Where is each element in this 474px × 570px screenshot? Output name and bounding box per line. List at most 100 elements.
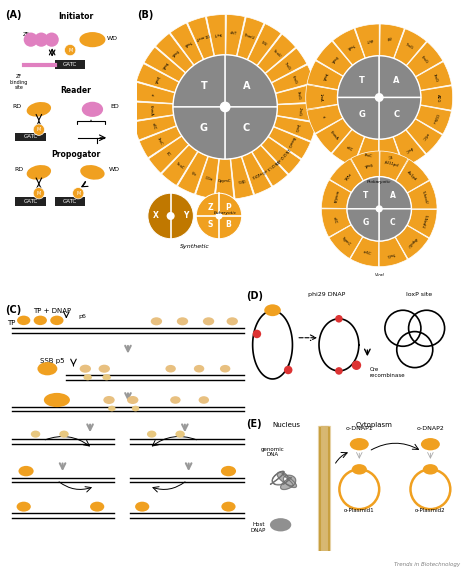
Ellipse shape bbox=[127, 396, 138, 404]
Text: e3C: e3C bbox=[331, 217, 337, 225]
Text: T: T bbox=[363, 191, 369, 200]
Wedge shape bbox=[231, 157, 254, 199]
Ellipse shape bbox=[17, 502, 31, 512]
Ellipse shape bbox=[221, 466, 236, 477]
Text: 5hmU: 5hmU bbox=[244, 33, 255, 40]
Wedge shape bbox=[196, 156, 219, 199]
Text: ADG: ADG bbox=[437, 93, 440, 102]
Ellipse shape bbox=[27, 102, 51, 117]
Ellipse shape bbox=[80, 365, 91, 373]
Wedge shape bbox=[307, 105, 343, 133]
Text: o-Plasmid2: o-Plasmid2 bbox=[415, 508, 446, 513]
Text: Y: Y bbox=[183, 210, 189, 219]
Text: 4mC: 4mC bbox=[404, 145, 413, 153]
Text: (D): (D) bbox=[246, 291, 264, 302]
Text: 6mG: 6mG bbox=[291, 75, 298, 85]
Ellipse shape bbox=[221, 502, 236, 512]
Text: 2mG: 2mG bbox=[297, 107, 301, 116]
FancyBboxPatch shape bbox=[15, 197, 46, 206]
Text: Trends in Biotechnology: Trends in Biotechnology bbox=[393, 562, 460, 567]
Wedge shape bbox=[306, 85, 338, 109]
Ellipse shape bbox=[17, 316, 30, 325]
Text: 5-heoU: 5-heoU bbox=[420, 190, 428, 204]
Text: 5-NedU: 5-NedU bbox=[420, 214, 428, 229]
Wedge shape bbox=[395, 225, 429, 259]
Wedge shape bbox=[351, 151, 379, 181]
Ellipse shape bbox=[79, 32, 105, 47]
Text: 1,N(2),3-eG: 1,N(2),3-eG bbox=[260, 158, 280, 174]
Wedge shape bbox=[379, 137, 403, 171]
Text: 5gmC: 5gmC bbox=[341, 236, 352, 247]
Wedge shape bbox=[177, 152, 208, 194]
Text: CpymC: CpymC bbox=[218, 179, 231, 184]
Wedge shape bbox=[225, 55, 277, 107]
Text: genomic
DNA: genomic DNA bbox=[261, 446, 284, 457]
Text: Propogator: Propogator bbox=[51, 150, 100, 158]
Wedge shape bbox=[406, 119, 442, 154]
Wedge shape bbox=[155, 34, 193, 72]
Ellipse shape bbox=[132, 406, 139, 412]
Text: Z: Z bbox=[208, 203, 213, 212]
Text: 7mG: 7mG bbox=[386, 251, 396, 256]
Wedge shape bbox=[393, 130, 426, 166]
Wedge shape bbox=[407, 209, 437, 238]
Text: e3C: e3C bbox=[345, 145, 354, 152]
Text: e3C: e3C bbox=[151, 123, 156, 131]
Wedge shape bbox=[416, 62, 452, 90]
Text: dhT: dhT bbox=[230, 31, 237, 35]
Wedge shape bbox=[261, 137, 301, 174]
Ellipse shape bbox=[194, 365, 204, 373]
Text: A: A bbox=[393, 76, 400, 85]
Wedge shape bbox=[226, 14, 245, 56]
Ellipse shape bbox=[108, 406, 116, 412]
Wedge shape bbox=[275, 83, 318, 104]
Text: Cre
recombinase: Cre recombinase bbox=[370, 367, 405, 378]
Text: 5caC: 5caC bbox=[175, 161, 185, 170]
Text: ZF: ZF bbox=[23, 32, 29, 37]
Text: GATC: GATC bbox=[23, 135, 38, 139]
Text: GATC: GATC bbox=[23, 199, 38, 204]
Text: 1,N(2)2-eG: 1,N(2)2-eG bbox=[273, 146, 290, 165]
Text: GATC: GATC bbox=[63, 199, 77, 204]
Text: 3mA: 3mA bbox=[320, 72, 327, 82]
Wedge shape bbox=[329, 159, 363, 192]
Wedge shape bbox=[162, 145, 198, 185]
Text: pU11pd: pU11pd bbox=[384, 160, 399, 168]
Polygon shape bbox=[270, 471, 296, 490]
Wedge shape bbox=[133, 102, 173, 121]
Text: O4-meT: O4-meT bbox=[194, 32, 210, 40]
Wedge shape bbox=[380, 24, 404, 58]
Circle shape bbox=[196, 193, 242, 239]
Wedge shape bbox=[379, 177, 411, 209]
Wedge shape bbox=[207, 14, 225, 56]
Text: 3mA: 3mA bbox=[160, 60, 168, 70]
Ellipse shape bbox=[423, 464, 438, 475]
Ellipse shape bbox=[90, 502, 104, 512]
Wedge shape bbox=[354, 137, 379, 171]
Text: 7mG: 7mG bbox=[404, 42, 414, 50]
Text: X: X bbox=[153, 210, 158, 219]
Wedge shape bbox=[420, 86, 453, 110]
Text: 7mG: 7mG bbox=[283, 61, 291, 71]
Text: T: T bbox=[201, 80, 207, 91]
Ellipse shape bbox=[199, 396, 209, 404]
Text: o-DNAP2: o-DNAP2 bbox=[417, 426, 444, 431]
Text: (A): (A) bbox=[5, 10, 21, 20]
Text: m5C: m5C bbox=[420, 131, 428, 140]
Wedge shape bbox=[173, 107, 225, 159]
Ellipse shape bbox=[175, 430, 185, 438]
Text: Reader: Reader bbox=[60, 86, 91, 95]
Circle shape bbox=[335, 315, 343, 323]
Text: C: C bbox=[390, 218, 395, 227]
Circle shape bbox=[45, 32, 59, 47]
Text: RD: RD bbox=[12, 104, 21, 109]
Wedge shape bbox=[215, 159, 234, 199]
Text: 6hmA: 6hmA bbox=[149, 105, 153, 116]
Text: EC: EC bbox=[165, 152, 171, 158]
Text: xi: xi bbox=[321, 115, 326, 120]
Text: 1mA: 1mA bbox=[318, 93, 322, 101]
Wedge shape bbox=[396, 159, 429, 193]
Text: G: G bbox=[359, 110, 365, 119]
Ellipse shape bbox=[165, 365, 176, 373]
Text: 6mG: 6mG bbox=[420, 55, 429, 64]
